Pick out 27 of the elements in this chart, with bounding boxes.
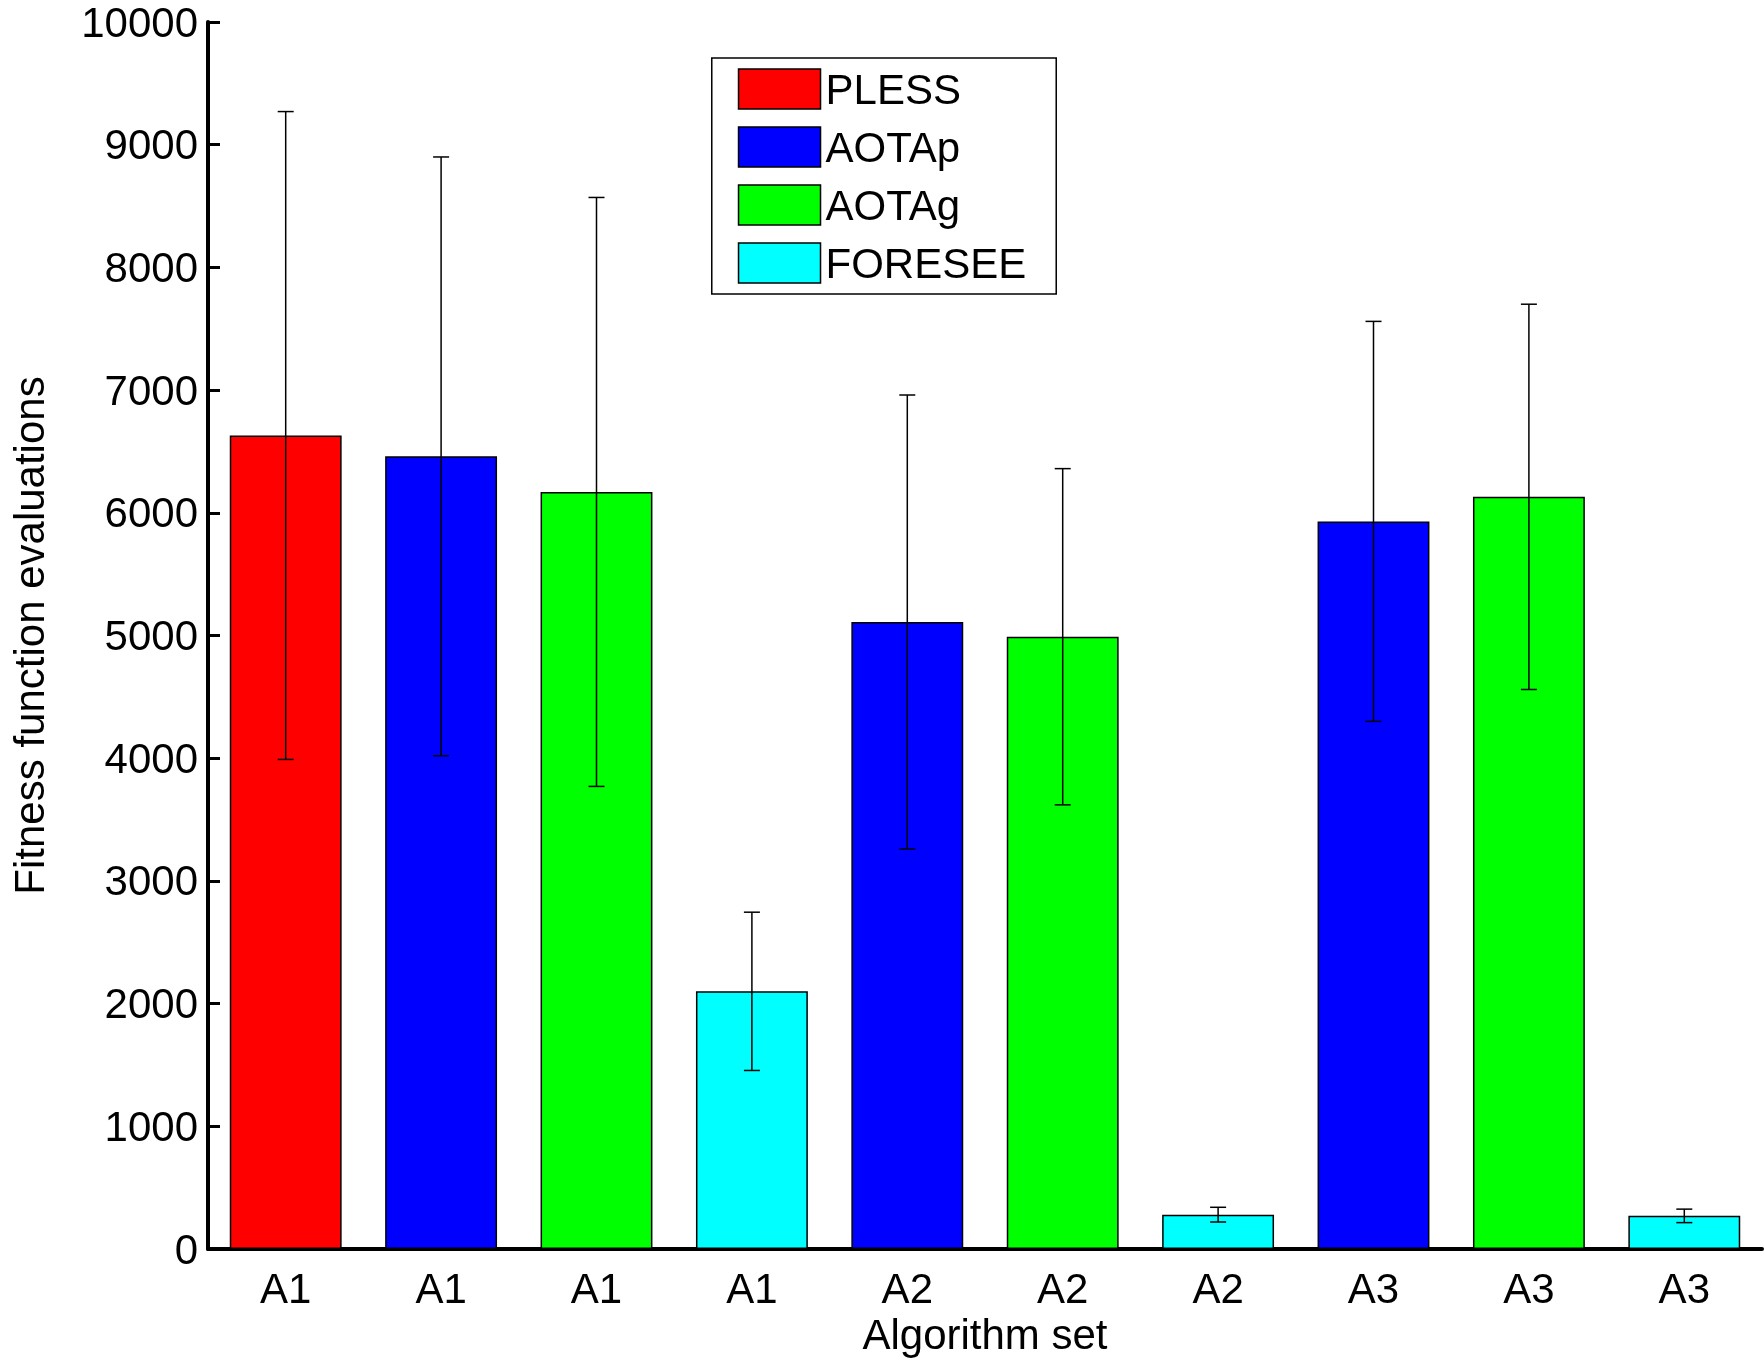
y-tick-label: 1000 bbox=[104, 1102, 198, 1150]
x-tick-label: A3 bbox=[1347, 1264, 1400, 1312]
y-tick-label: 7000 bbox=[104, 366, 198, 414]
legend-label: PLESS bbox=[825, 65, 961, 113]
y-tick-label: 8000 bbox=[104, 243, 198, 291]
x-axis-title: Algorithm set bbox=[862, 1311, 1108, 1359]
y-tick-label: 6000 bbox=[104, 489, 198, 537]
x-tick-label: A3 bbox=[1658, 1264, 1710, 1312]
x-tick-label: A2 bbox=[1037, 1264, 1089, 1312]
x-tick-label: A1 bbox=[570, 1264, 623, 1312]
legend-label: FORESEE bbox=[825, 239, 1027, 287]
x-tick-label: A2 bbox=[881, 1264, 933, 1312]
x-tick-label: A1 bbox=[260, 1264, 312, 1312]
y-tick-label: 4000 bbox=[104, 734, 198, 782]
legend-label: AOTAp bbox=[825, 123, 961, 171]
x-tick-label: A2 bbox=[1192, 1264, 1244, 1312]
legend-label: AOTAg bbox=[825, 181, 961, 229]
y-tick-label: 2000 bbox=[104, 980, 198, 1028]
y-tick-label: 5000 bbox=[104, 612, 198, 659]
x-tick-label: A3 bbox=[1503, 1264, 1555, 1312]
y-axis-title: Fitness function evaluations bbox=[5, 376, 53, 895]
x-tick-label: A1 bbox=[415, 1264, 467, 1312]
x-tick-label: A1 bbox=[726, 1264, 778, 1312]
y-tick-label: 0 bbox=[174, 1225, 198, 1273]
y-tick-label: 3000 bbox=[104, 857, 198, 905]
y-tick-label: 10000 bbox=[81, 0, 198, 46]
y-tick-label: 9000 bbox=[104, 121, 198, 169]
